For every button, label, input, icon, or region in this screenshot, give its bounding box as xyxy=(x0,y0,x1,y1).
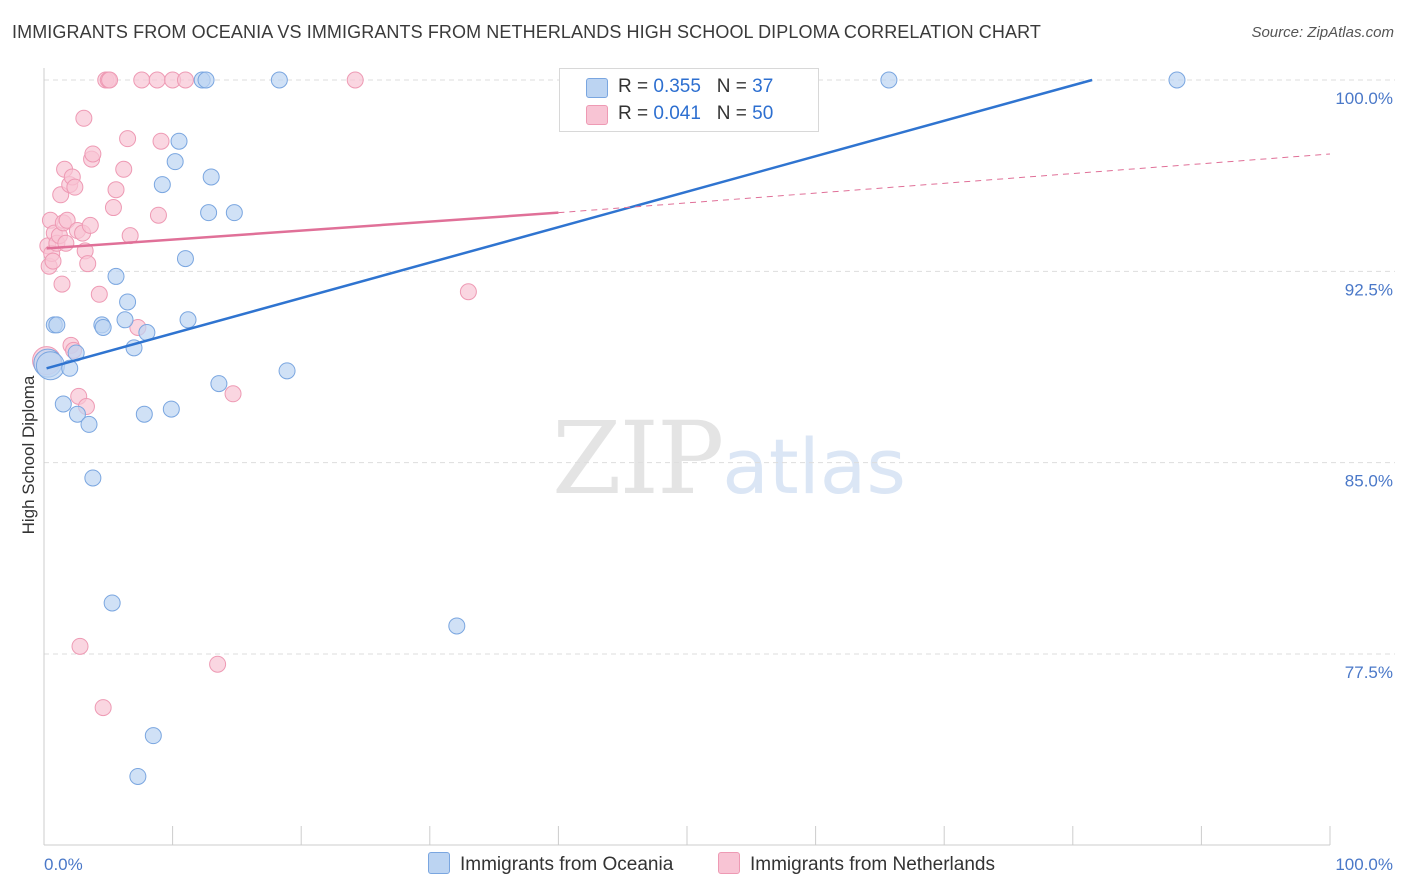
watermark: ZIPatlas xyxy=(552,400,906,517)
data-point xyxy=(103,594,121,612)
trend-line-netherlands-extension xyxy=(558,153,1331,214)
bottom-legend-netherlands: Immigrants from Netherlands xyxy=(718,852,995,876)
data-point xyxy=(66,178,84,196)
data-point xyxy=(71,637,89,655)
bottom-legend-label-oceania: Immigrants from Oceania xyxy=(460,854,674,875)
legend-swatch-netherlands xyxy=(586,105,608,125)
watermark-zip: ZIP xyxy=(552,400,724,517)
data-point xyxy=(58,211,76,229)
data-point xyxy=(149,206,167,224)
data-point xyxy=(104,199,122,217)
data-point xyxy=(116,311,134,329)
trend-lines xyxy=(46,78,1331,370)
data-point xyxy=(224,385,242,403)
data-point xyxy=(346,71,364,89)
data-point xyxy=(152,132,170,150)
data-point xyxy=(53,275,71,293)
data-point xyxy=(135,405,153,423)
data-point xyxy=(84,145,102,163)
data-point xyxy=(166,153,184,171)
data-point xyxy=(880,71,898,89)
legend-text-netherlands: R = 0.041 N = 50 xyxy=(618,103,774,124)
data-point xyxy=(278,362,296,380)
data-point xyxy=(44,252,62,270)
data-point xyxy=(176,71,194,89)
data-point xyxy=(80,415,98,433)
data-point xyxy=(107,181,125,199)
x-tick-label-left: 0.0% xyxy=(44,855,83,874)
data-point xyxy=(197,71,215,89)
data-point xyxy=(101,71,119,89)
data-point xyxy=(225,204,243,222)
data-point xyxy=(79,255,97,273)
bottom-legend-label-netherlands: Immigrants from Netherlands xyxy=(750,854,995,875)
bottom-legend-oceania: Immigrants from Oceania xyxy=(428,852,673,876)
series-oceania-points xyxy=(33,71,1186,785)
data-point xyxy=(57,234,75,252)
gridlines xyxy=(44,79,1395,655)
correlation-legend: R = 0.355 N = 37 R = 0.041 N = 50 xyxy=(559,68,819,132)
data-point xyxy=(75,109,93,127)
data-point xyxy=(81,216,99,234)
data-point xyxy=(129,767,147,785)
y-tick-label: 77.5% xyxy=(1345,663,1393,682)
data-point xyxy=(119,130,137,148)
data-point xyxy=(200,204,218,222)
axes xyxy=(43,68,1331,846)
data-point xyxy=(54,395,72,413)
data-point xyxy=(68,405,86,423)
data-point xyxy=(94,318,112,336)
bottom-legend-swatch-netherlands xyxy=(718,852,740,874)
data-point xyxy=(209,655,227,673)
y-tick-label: 92.5% xyxy=(1345,280,1393,299)
data-point xyxy=(107,267,125,285)
data-point xyxy=(148,71,166,89)
tick-labels: 100.0% 92.5% 85.0% 77.5% 0.0% 100.0% High Scho… xyxy=(19,89,1393,874)
series-netherlands-points xyxy=(32,71,477,717)
data-point xyxy=(153,176,171,194)
watermark-atlas: atlas xyxy=(722,422,906,511)
data-point xyxy=(115,160,133,178)
data-point xyxy=(179,311,197,329)
legend-text-oceania: R = 0.355 N = 37 xyxy=(618,76,774,97)
data-point xyxy=(1168,71,1186,89)
y-axis-label: High School Diploma xyxy=(19,375,38,534)
data-point xyxy=(144,727,162,745)
data-point xyxy=(270,71,288,89)
y-tick-label: 85.0% xyxy=(1345,472,1393,491)
data-point xyxy=(448,617,466,635)
legend-swatch-oceania xyxy=(586,78,608,98)
chart-title: IMMIGRANTS FROM OCEANIA VS IMMIGRANTS FR… xyxy=(12,22,1041,42)
data-point xyxy=(176,250,194,268)
source-label: Source: ZipAtlas.com xyxy=(1251,24,1394,41)
trend-line-oceania xyxy=(46,78,1093,370)
data-point xyxy=(459,283,477,301)
bottom-legend-swatch-oceania xyxy=(428,852,450,874)
data-point xyxy=(133,71,151,89)
y-tick-label: 100.0% xyxy=(1335,89,1393,108)
data-point xyxy=(119,293,137,311)
data-point xyxy=(94,699,112,717)
data-point xyxy=(202,168,220,186)
data-point xyxy=(170,132,188,150)
data-point xyxy=(162,400,180,418)
trend-line-netherlands xyxy=(46,211,559,250)
data-point xyxy=(90,285,108,303)
data-point xyxy=(210,375,228,393)
data-point xyxy=(84,469,102,487)
x-tick-label-right: 100.0% xyxy=(1335,855,1393,874)
data-point xyxy=(48,316,66,334)
